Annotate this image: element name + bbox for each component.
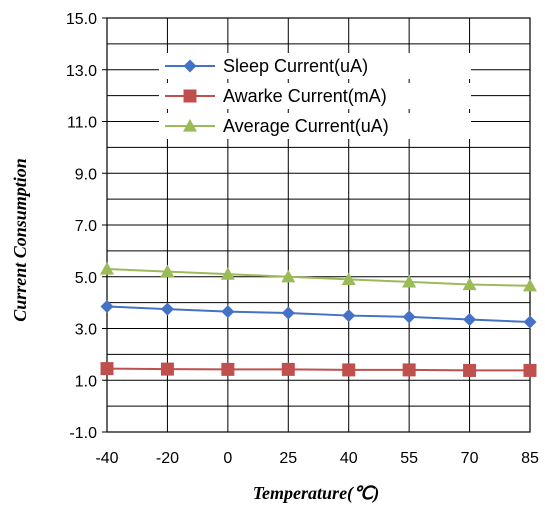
y-tick-label: 15.0 xyxy=(66,11,97,28)
series-line xyxy=(106,305,531,324)
y-tick-label: 9.0 xyxy=(75,166,97,183)
y-tick-label: -1.0 xyxy=(69,425,97,442)
data-point xyxy=(523,278,537,292)
legend-label: Awarke Current(mA) xyxy=(223,86,387,106)
legend-marker xyxy=(183,59,197,73)
x-tick-label: 70 xyxy=(461,450,479,467)
series-line xyxy=(106,267,531,287)
data-point xyxy=(160,264,175,278)
data-point xyxy=(463,363,477,377)
data-point xyxy=(281,362,295,376)
x-tick-label: 0 xyxy=(223,450,232,467)
y-tick-label: 1.0 xyxy=(75,373,97,390)
legend-item: Sleep Current(uA) xyxy=(159,53,471,79)
y-tick-label: 5.0 xyxy=(75,270,97,287)
y-tick-label: 3.0 xyxy=(75,322,97,339)
series-3 xyxy=(100,261,537,292)
y-tick-labels: 15.0 13.0 11.0 9.0 7.0 5.0 3.0 1.0 -1.0 xyxy=(66,11,97,442)
data-point xyxy=(100,300,114,314)
data-point xyxy=(160,302,174,316)
data-point xyxy=(100,261,114,275)
legend-item: Awarke Current(mA) xyxy=(159,83,471,109)
data-point xyxy=(100,362,114,376)
data-point xyxy=(341,272,356,285)
x-tick-label: 85 xyxy=(521,450,539,467)
legend-label: Sleep Current(uA) xyxy=(223,56,368,76)
legend-item: Average Current(uA) xyxy=(159,113,471,139)
data-point xyxy=(342,363,356,377)
data-point xyxy=(160,362,174,376)
series-1 xyxy=(100,300,537,329)
data-point xyxy=(462,277,477,291)
x-tick-label: -20 xyxy=(156,450,179,467)
data-point xyxy=(402,310,416,324)
y-tick-label: 13.0 xyxy=(66,63,97,80)
data-point xyxy=(281,269,296,283)
x-axis-title: Temperature(℃) xyxy=(253,483,380,504)
x-tick-label: 25 xyxy=(279,450,297,467)
x-tick-label: -40 xyxy=(95,450,118,467)
series-2 xyxy=(100,362,537,377)
x-tick-labels: -40 -20 0 25 40 55 70 85 xyxy=(95,450,539,467)
legend: Sleep Current(uA) Awarke Current(mA) Avera… xyxy=(159,53,471,139)
data-point xyxy=(402,363,416,377)
x-tick-label: 55 xyxy=(400,450,418,467)
series-lines xyxy=(100,261,537,377)
data-point xyxy=(523,315,537,329)
y-axis-title: Current Consumption xyxy=(10,158,30,322)
series-line xyxy=(106,367,530,372)
data-point xyxy=(220,267,235,280)
data-point xyxy=(523,363,537,377)
data-point xyxy=(281,306,295,320)
axes xyxy=(102,17,531,433)
y-tick-label: 7.0 xyxy=(75,218,97,235)
legend-marker xyxy=(183,119,197,132)
legend-label: Average Current(uA) xyxy=(223,116,389,136)
x-tick-label: 40 xyxy=(340,450,358,467)
data-point xyxy=(402,274,417,288)
data-point xyxy=(342,309,356,323)
data-point xyxy=(463,312,477,326)
data-point xyxy=(221,305,235,319)
legend-marker xyxy=(183,89,197,103)
data-point xyxy=(221,362,235,376)
y-tick-label: 11.0 xyxy=(67,115,97,132)
